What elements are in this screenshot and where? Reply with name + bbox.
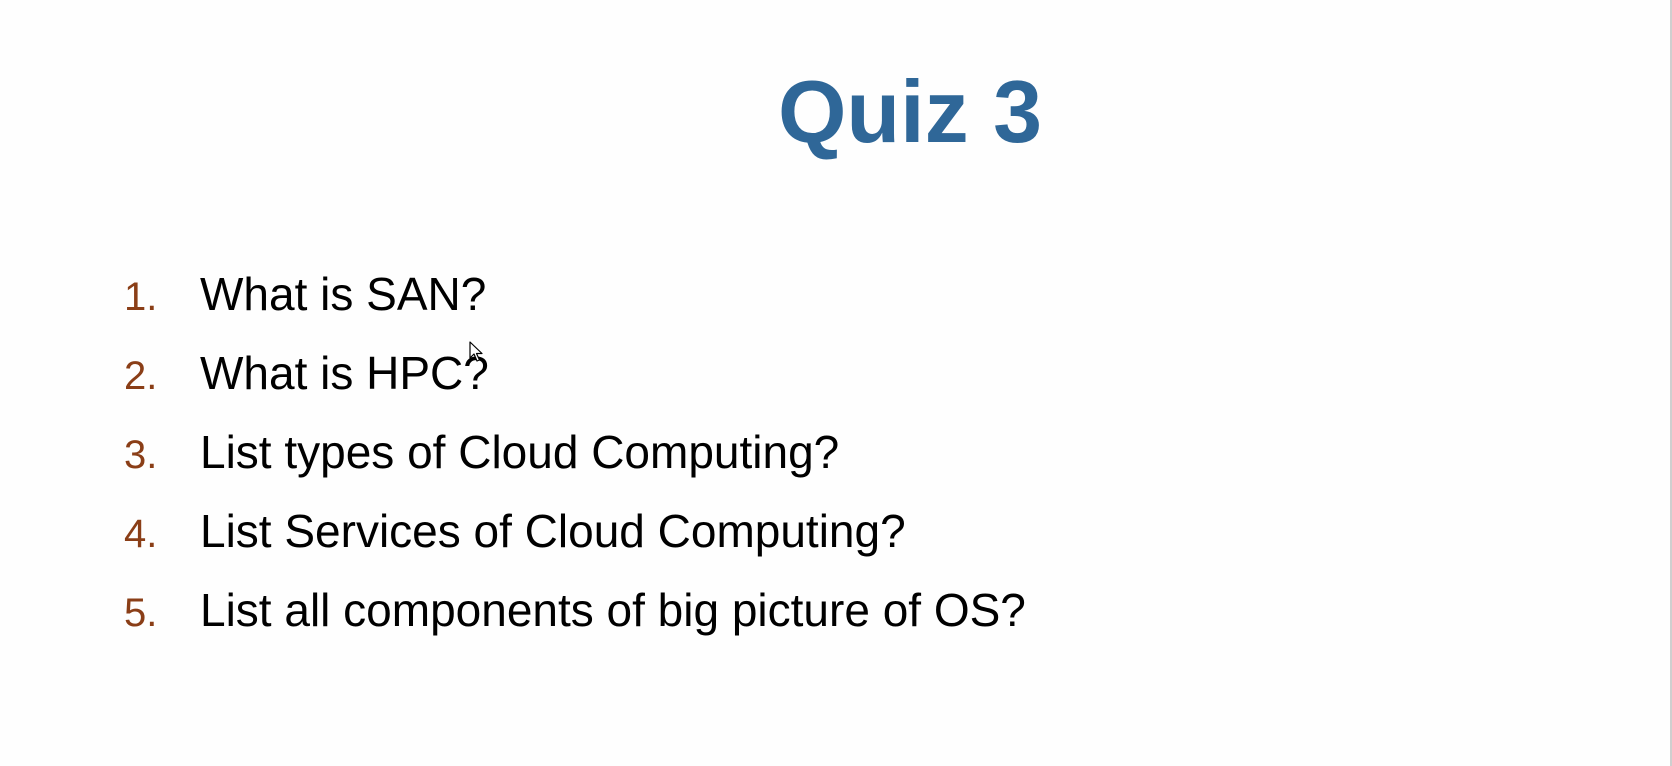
list-item: 4. List Services of Cloud Computing? [124,492,1026,571]
question-text: List types of Cloud Computing? [200,426,840,478]
question-number: 3. [124,433,158,477]
list-item: 5. List all components of big picture of… [124,571,1026,650]
mouse-pointer-icon [469,341,483,362]
question-text: List Services of Cloud Computing? [200,505,906,557]
question-number: 5. [124,591,158,635]
list-item: 1. What is SAN? [124,255,1026,334]
list-item: 3. List types of Cloud Computing? [124,413,1026,492]
slide-title: Quiz 3 [777,62,1043,161]
list-item: 2. What is HPC? [124,334,1026,413]
question-text: List all components of big picture of OS… [200,584,1026,636]
slide-edge [1670,0,1672,766]
question-number: 1. [124,275,158,319]
question-text: What is SAN? [200,268,487,320]
question-text: What is HPC? [200,347,489,399]
question-number: 4. [124,512,158,556]
question-list: 1. What is SAN? 2. What is HPC? 3. List … [124,255,1026,650]
question-number: 2. [124,354,158,398]
